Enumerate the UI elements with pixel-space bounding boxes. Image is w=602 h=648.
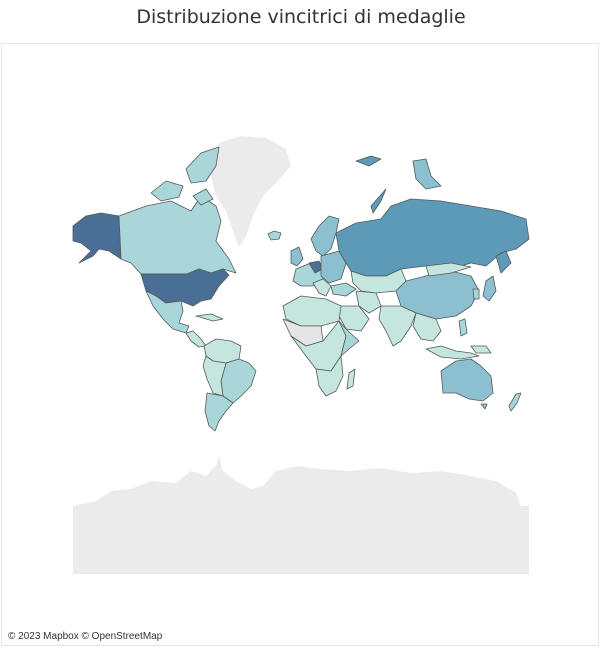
alaska xyxy=(72,212,122,264)
greenland xyxy=(211,136,291,247)
east-africa xyxy=(338,320,360,357)
new-zealand xyxy=(508,392,522,412)
novaya-zemlya xyxy=(370,188,387,214)
madagascar xyxy=(346,368,356,390)
world-map[interactable] xyxy=(2,44,600,647)
cuba xyxy=(195,313,224,322)
australia xyxy=(440,358,494,402)
uk-ireland xyxy=(290,246,304,267)
mongolia xyxy=(425,262,472,277)
severnaya-zemlya xyxy=(412,158,442,190)
canada-arctic-islands xyxy=(150,146,220,206)
iceland xyxy=(267,230,282,241)
tasmania xyxy=(480,403,488,410)
scandinavia xyxy=(310,215,340,257)
brazil xyxy=(220,358,257,404)
italy-balkans xyxy=(312,278,332,297)
russia-far-east xyxy=(495,250,512,274)
map-attribution: © 2023 Mapbox © OpenStreetMap xyxy=(8,631,163,642)
papua xyxy=(470,345,492,354)
philippines xyxy=(458,318,468,337)
canada xyxy=(118,195,237,275)
india xyxy=(378,305,417,347)
north-africa xyxy=(282,295,342,327)
antarctica xyxy=(73,456,529,574)
indonesia xyxy=(425,345,480,360)
japan xyxy=(482,275,497,302)
iran xyxy=(355,290,382,314)
central-america xyxy=(185,330,207,348)
southern-africa xyxy=(315,355,344,397)
mexico xyxy=(145,290,190,334)
map-viewport[interactable] xyxy=(1,43,599,646)
korea xyxy=(472,288,480,300)
svalbard xyxy=(355,155,382,167)
turkey xyxy=(330,282,357,297)
argentina-chile xyxy=(204,392,234,432)
map-title: Distribuzione vincitrici di medaglie xyxy=(136,6,466,28)
southeast-asia xyxy=(412,312,442,342)
